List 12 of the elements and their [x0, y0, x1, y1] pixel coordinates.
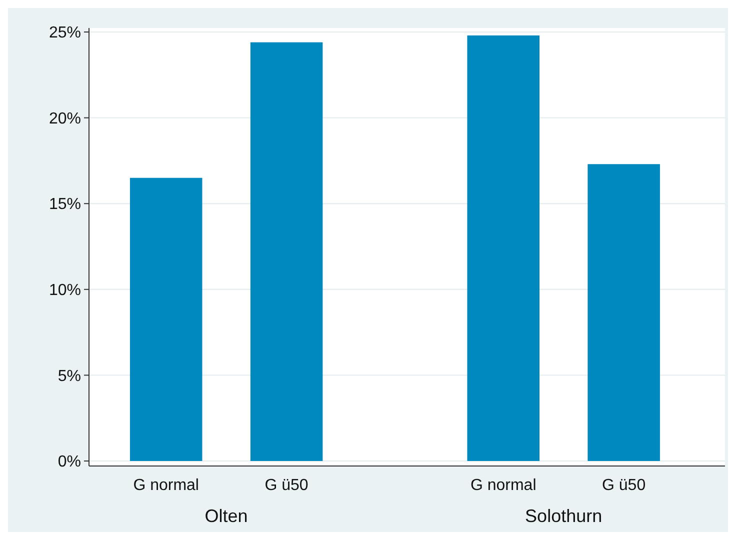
- text: Solothurn: [525, 506, 602, 526]
- text: Olten: [204, 506, 248, 526]
- y-tick-label: 25%: [48, 24, 81, 42]
- x-tick-label: G ü50: [602, 477, 646, 494]
- y-tick-label: 0%: [58, 454, 81, 471]
- y-tick-label: 5%: [58, 368, 81, 385]
- x-tick-label: G normal: [470, 477, 536, 494]
- y-tick-label: 10%: [48, 282, 81, 299]
- y-tick-label: 15%: [48, 196, 81, 214]
- x-tick-label: G normal: [133, 477, 199, 494]
- x-tick-label: G ü50: [264, 477, 308, 494]
- y-tick-label: 20%: [48, 110, 81, 128]
